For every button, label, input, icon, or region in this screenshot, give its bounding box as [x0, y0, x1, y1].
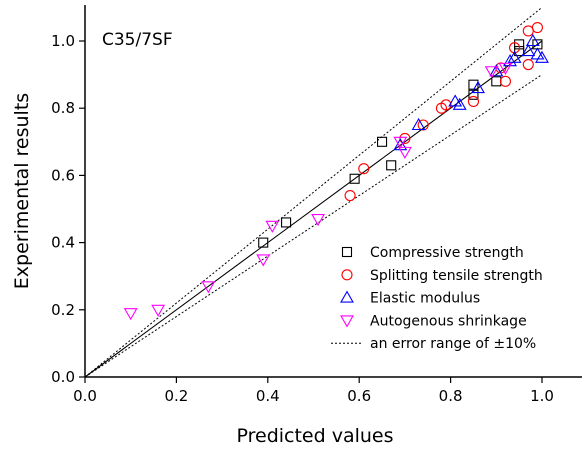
reference-lines [84, 7, 543, 378]
y-axis-title: Experimental results [11, 93, 33, 289]
x-tick-label: 1.0 [530, 387, 554, 405]
y-tick-label: 1.0 [51, 32, 75, 50]
autogenous-shrinkage-point [311, 214, 326, 227]
x-tick-label: 0.8 [439, 387, 463, 405]
elastic-modulus-point [525, 33, 540, 47]
splitting-tensile-strength-point [358, 163, 370, 175]
splitting-tensile-strength-point [499, 75, 511, 87]
y-tick-label: 0.8 [51, 99, 75, 117]
legend: Compressive strength Splitting tensile st… [331, 245, 543, 352]
elastic-modulus-point [507, 50, 522, 63]
autogenous-shrinkage-point [265, 220, 280, 233]
chart-annotation: C35/7SF [102, 30, 173, 50]
elastic-modulus-point [489, 64, 504, 77]
legend-label-elastic-modulus: Elastic modulus [370, 291, 480, 307]
legend-marker-autogenous-shrinkage [340, 315, 354, 328]
y-tick-label: 0.2 [51, 301, 75, 319]
x-tick-label: 0.0 [73, 387, 97, 405]
plot-frame [84, 5, 582, 378]
y-tick-label: 0.0 [51, 368, 75, 386]
elastic-modulus-point [411, 117, 426, 131]
legend-label-compressive-strength: Compressive strength [370, 245, 524, 261]
x-tick-label: 0.4 [256, 387, 280, 405]
y-tick-label: 0.4 [51, 234, 75, 252]
elastic-modulus-point [471, 80, 485, 94]
legend-marker-splitting-tensile-strength [341, 269, 353, 281]
compressive-strength-point [386, 160, 397, 171]
splitting-tensile-strength-point [467, 95, 480, 108]
x-axis-title: Predicted values [236, 425, 393, 447]
legend-marker-compressive-strength [341, 246, 353, 258]
autogenous-shrinkage-point [484, 66, 499, 79]
legend-label-autogenous-shrinkage: Autogenous shrinkage [370, 313, 527, 329]
legend-label-splitting-tensile-strength: Splitting tensile strength [370, 268, 543, 284]
elastic-modulus-point [452, 97, 467, 110]
splitting-tensile-strength-point [399, 132, 411, 144]
fit-line [84, 40, 543, 378]
x-tick-label: 0.6 [347, 387, 371, 405]
legend-marker-elastic-modulus [340, 290, 354, 303]
autogenous-shrinkage-point [498, 62, 513, 75]
x-tick-label: 0.2 [164, 387, 188, 405]
splitting-tensile-strength-point [531, 22, 543, 34]
compressive-strength-point [258, 237, 269, 248]
elastic-modulus-point [521, 43, 536, 57]
elastic-modulus-point [535, 50, 549, 63]
autogenous-shrinkage-point [256, 254, 271, 267]
compressive-strength-point [349, 173, 360, 184]
compressive-strength-point [491, 76, 502, 87]
y-tick-label: 0.6 [51, 166, 75, 184]
axis-ticks: 0.0 0.2 0.4 0.6 0.8 1.0 0.0 0.2 0.4 0.6 0.8 1.0 [51, 32, 554, 405]
autogenous-shrinkage-point [393, 136, 408, 149]
compressive-strength-point [376, 136, 388, 147]
compressive-strength-point [281, 217, 292, 228]
autogenous-shrinkage-point [201, 281, 216, 294]
splitting-tensile-strength-point [522, 58, 534, 71]
splitting-tensile-strength-point [440, 99, 452, 111]
splitting-tensile-strength-point [344, 190, 356, 202]
legend-label-error-range: an error range of ±10% [370, 336, 536, 352]
error-range-line [84, 74, 543, 378]
splitting-tensile-strength-point [522, 25, 534, 37]
error-range-line [84, 7, 543, 378]
autogenous-shrinkage-point [123, 308, 138, 321]
autogenous-shrinkage-point [151, 304, 166, 317]
autogenous-shrinkage-point [397, 146, 412, 159]
data-points [123, 22, 549, 321]
